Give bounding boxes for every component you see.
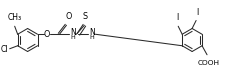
Text: O: O [44,30,50,39]
Text: I: I [176,13,178,22]
Text: S: S [83,12,88,21]
Text: N: N [89,28,95,37]
Text: COOH: COOH [198,60,220,66]
Text: N: N [70,28,76,37]
Text: H: H [90,35,94,40]
Text: Cl: Cl [1,45,8,54]
Text: CH₃: CH₃ [8,13,22,22]
Text: O: O [65,12,72,21]
Text: H: H [70,35,75,40]
Text: I: I [196,7,198,17]
